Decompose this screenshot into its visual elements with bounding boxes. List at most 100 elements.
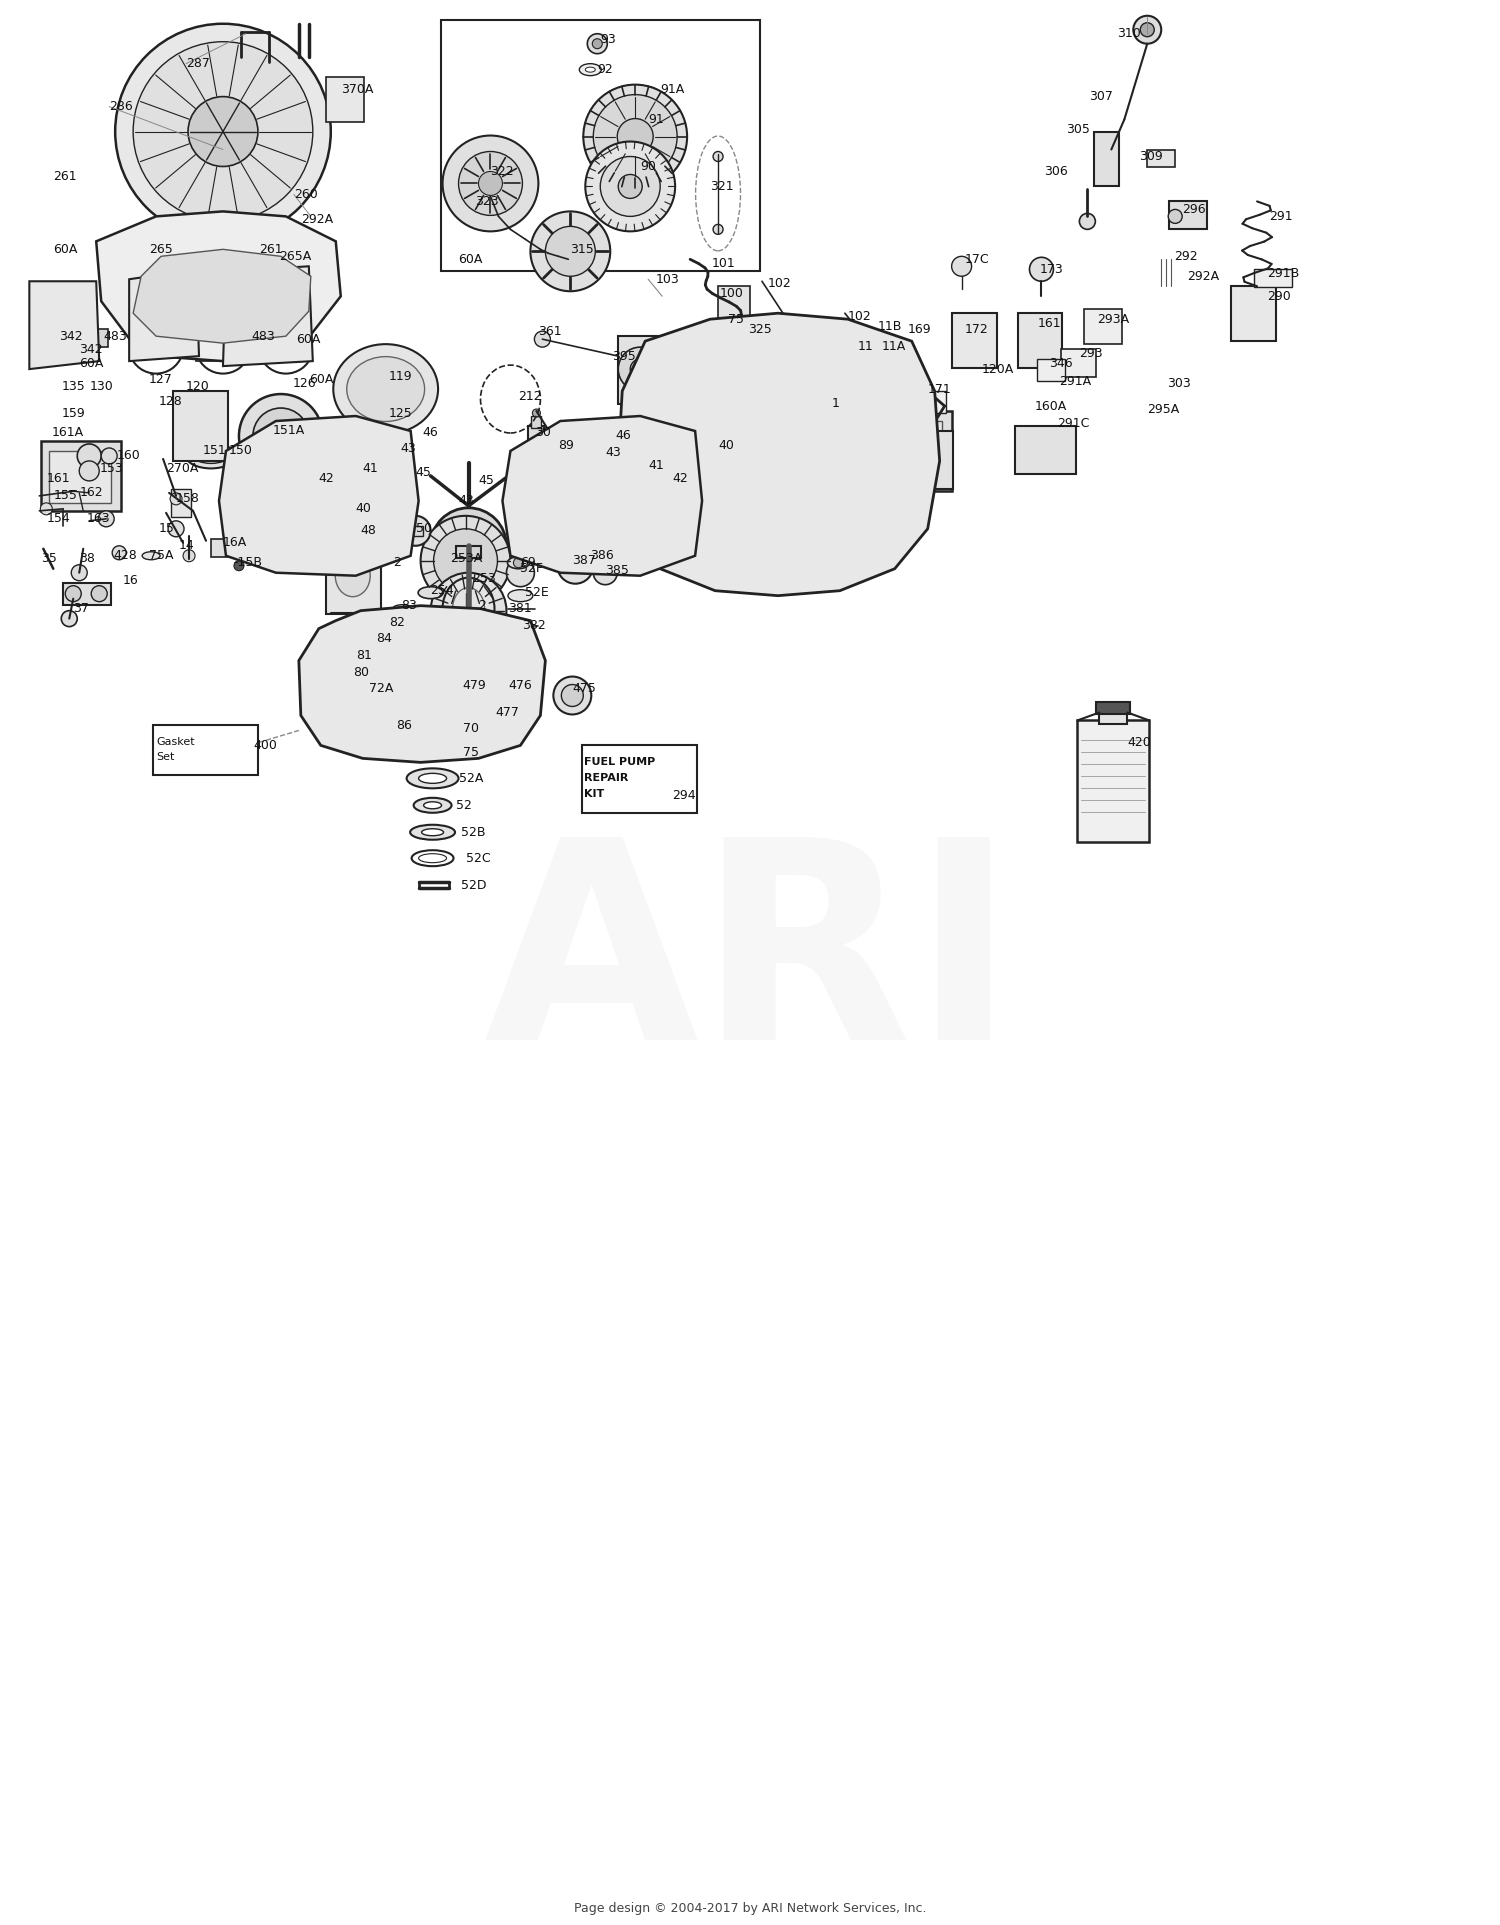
Text: 86: 86 bbox=[396, 718, 411, 732]
Text: 75: 75 bbox=[462, 745, 478, 758]
Text: 15: 15 bbox=[159, 522, 176, 535]
Text: 483: 483 bbox=[251, 329, 274, 343]
Circle shape bbox=[370, 716, 390, 735]
Bar bbox=[858, 391, 945, 414]
Ellipse shape bbox=[509, 589, 532, 603]
Bar bbox=[1232, 287, 1276, 341]
Text: 212: 212 bbox=[519, 389, 542, 402]
Polygon shape bbox=[129, 270, 200, 362]
Text: 475: 475 bbox=[573, 681, 596, 695]
Circle shape bbox=[351, 699, 366, 712]
Circle shape bbox=[478, 171, 502, 196]
Text: 60A: 60A bbox=[309, 373, 333, 385]
Circle shape bbox=[558, 549, 594, 583]
Text: 162: 162 bbox=[80, 487, 104, 499]
Text: 291: 291 bbox=[1269, 210, 1293, 223]
Text: 119: 119 bbox=[388, 370, 412, 383]
Text: 483: 483 bbox=[104, 329, 128, 343]
Circle shape bbox=[350, 645, 361, 656]
Text: 160A: 160A bbox=[1035, 400, 1066, 412]
Text: 370A: 370A bbox=[340, 83, 374, 96]
Circle shape bbox=[336, 689, 350, 703]
Text: Set: Set bbox=[156, 753, 174, 762]
Circle shape bbox=[618, 346, 662, 391]
Text: 270A: 270A bbox=[166, 462, 198, 475]
Text: 52F: 52F bbox=[520, 562, 543, 576]
Ellipse shape bbox=[406, 768, 459, 789]
Text: 80: 80 bbox=[352, 666, 369, 680]
Bar bbox=[891, 422, 920, 439]
Circle shape bbox=[442, 135, 538, 231]
Text: 342: 342 bbox=[60, 329, 82, 343]
Text: 60A: 60A bbox=[80, 356, 104, 370]
Circle shape bbox=[592, 38, 603, 48]
Text: 41: 41 bbox=[648, 460, 664, 472]
Bar bbox=[1096, 703, 1131, 714]
Ellipse shape bbox=[729, 335, 766, 352]
Text: 90: 90 bbox=[640, 160, 656, 173]
Circle shape bbox=[430, 508, 507, 583]
Circle shape bbox=[758, 435, 798, 475]
Circle shape bbox=[550, 435, 570, 456]
Text: 253A: 253A bbox=[450, 552, 483, 566]
Ellipse shape bbox=[419, 774, 447, 783]
Text: 43: 43 bbox=[606, 447, 621, 460]
Text: 307: 307 bbox=[1089, 90, 1113, 104]
Circle shape bbox=[352, 508, 372, 529]
Circle shape bbox=[885, 431, 914, 460]
Circle shape bbox=[712, 152, 723, 162]
Ellipse shape bbox=[194, 449, 228, 464]
Text: 346: 346 bbox=[1050, 356, 1072, 370]
Bar bbox=[1254, 270, 1292, 287]
Bar bbox=[408, 526, 423, 535]
Text: 291B: 291B bbox=[1268, 268, 1299, 279]
Text: 290: 290 bbox=[1268, 291, 1292, 302]
Circle shape bbox=[188, 96, 258, 166]
Circle shape bbox=[888, 454, 912, 477]
Text: 287: 287 bbox=[186, 58, 210, 69]
Text: 291C: 291C bbox=[1058, 416, 1090, 429]
Bar bbox=[63, 583, 111, 604]
Bar bbox=[1062, 348, 1096, 377]
Circle shape bbox=[433, 529, 498, 593]
Bar bbox=[1017, 314, 1062, 368]
Bar bbox=[196, 331, 250, 362]
Text: 52D: 52D bbox=[460, 878, 486, 891]
Polygon shape bbox=[96, 212, 340, 362]
Ellipse shape bbox=[507, 556, 530, 568]
Circle shape bbox=[908, 454, 932, 477]
Circle shape bbox=[513, 466, 568, 522]
Polygon shape bbox=[298, 606, 546, 762]
Circle shape bbox=[100, 449, 117, 464]
Text: 253: 253 bbox=[472, 572, 496, 585]
Circle shape bbox=[616, 119, 652, 154]
Text: 286: 286 bbox=[110, 100, 134, 114]
Text: 293A: 293A bbox=[1098, 312, 1130, 325]
Circle shape bbox=[298, 475, 334, 510]
Text: 35: 35 bbox=[42, 552, 57, 566]
Text: 52: 52 bbox=[456, 799, 471, 812]
Bar bbox=[243, 329, 266, 346]
Ellipse shape bbox=[442, 578, 495, 639]
Circle shape bbox=[627, 475, 663, 510]
Text: 428: 428 bbox=[112, 549, 136, 562]
Text: 151A: 151A bbox=[273, 425, 304, 437]
Circle shape bbox=[534, 331, 550, 346]
Text: 102: 102 bbox=[847, 310, 871, 323]
Text: 91: 91 bbox=[648, 114, 664, 125]
Text: 420: 420 bbox=[1128, 735, 1150, 749]
Circle shape bbox=[618, 175, 642, 198]
Text: 127: 127 bbox=[148, 373, 172, 385]
Text: 321: 321 bbox=[710, 179, 734, 193]
Bar bbox=[50, 450, 111, 502]
Text: 171: 171 bbox=[927, 383, 951, 395]
Ellipse shape bbox=[585, 67, 596, 71]
Text: 159: 159 bbox=[62, 406, 86, 420]
Text: 385: 385 bbox=[606, 564, 628, 578]
Text: 42: 42 bbox=[320, 472, 334, 485]
Text: 315: 315 bbox=[570, 243, 594, 256]
Bar bbox=[618, 337, 660, 404]
Text: 30: 30 bbox=[536, 427, 552, 439]
Text: 60A: 60A bbox=[296, 333, 320, 346]
Text: 322: 322 bbox=[490, 166, 514, 177]
